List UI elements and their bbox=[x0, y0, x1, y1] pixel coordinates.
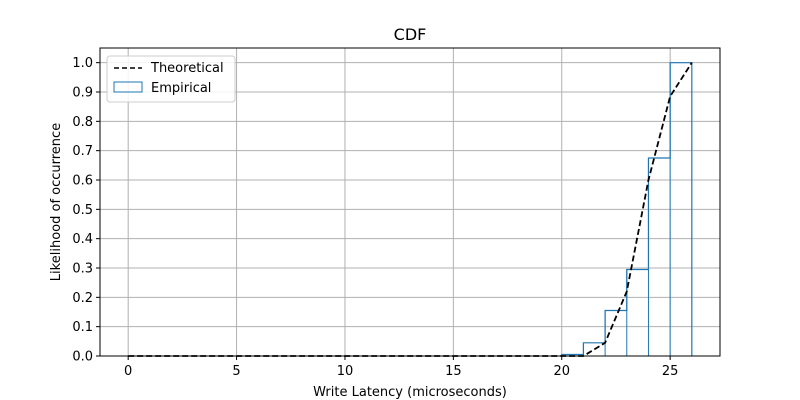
y-tick-label: 1.0 bbox=[72, 56, 93, 71]
x-tick-label: 0 bbox=[124, 364, 132, 379]
axis-ticks: 0 5 10 15 20 25 0.0 0.1 0.2 0.3 0.4 0.5 0.6 0.7 0.8 0.9… bbox=[72, 56, 678, 379]
y-tick-label: 0.5 bbox=[72, 203, 93, 218]
y-tick-label: 0.4 bbox=[72, 232, 93, 247]
x-tick-label: 10 bbox=[337, 364, 354, 379]
y-tick-label: 0.9 bbox=[72, 86, 93, 101]
y-tick-label: 0.6 bbox=[72, 174, 93, 189]
y-tick-label: 0.7 bbox=[72, 144, 93, 159]
y-tick-label: 0.2 bbox=[72, 291, 93, 306]
plot-frame bbox=[99, 47, 721, 357]
x-tick-label: 25 bbox=[662, 364, 679, 379]
x-tick-label: 20 bbox=[553, 364, 570, 379]
x-axis-title: Write Latency (microseconds) bbox=[313, 385, 507, 400]
legend-theoretical-label: Theoretical bbox=[150, 61, 224, 76]
legend-empirical-label: Empirical bbox=[151, 81, 211, 96]
y-tick-label: 0.1 bbox=[72, 320, 93, 335]
grid bbox=[100, 48, 720, 357]
y-tick-label: 0.8 bbox=[72, 115, 93, 130]
x-tick-label: 5 bbox=[232, 364, 240, 379]
legend: Theoretical Empirical bbox=[106, 55, 236, 103]
x-tick-label: 15 bbox=[445, 364, 462, 379]
legend-empirical-swatch bbox=[113, 81, 143, 93]
y-axis-title: Likelihood of occurrence bbox=[49, 123, 64, 281]
y-tick-label: 0.3 bbox=[72, 262, 93, 277]
chart-title: CDF bbox=[394, 25, 427, 44]
y-tick-label: 0.0 bbox=[72, 350, 93, 365]
